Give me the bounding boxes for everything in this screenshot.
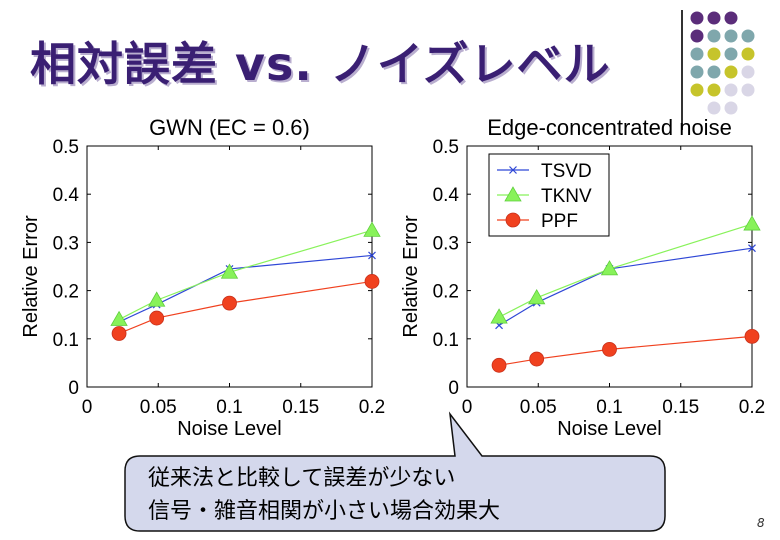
- y-tick-label: 0.1: [53, 330, 79, 351]
- data-point-ppf: [744, 328, 760, 344]
- y-tick-label: 0.2: [433, 282, 459, 303]
- decorative-dot: [690, 29, 704, 43]
- y-tick-label: 0.5: [53, 137, 79, 158]
- x-tick-label: 0.1: [216, 397, 242, 418]
- slide-title: 相対誤差 vs. ノイズレベル: [30, 37, 611, 91]
- callout-line-1: 従来法と比較して誤差が少ない: [148, 466, 456, 491]
- decorative-dot: [724, 83, 738, 97]
- decorative-dot: [741, 47, 755, 61]
- data-point-tknv: [743, 215, 761, 231]
- decorative-dot: [741, 29, 755, 43]
- data-point-ppf: [602, 342, 617, 357]
- data-point-tsvd: [748, 244, 756, 253]
- chart-title: Edge-concentrated noise: [487, 115, 732, 140]
- x-axis-label: Noise Level: [177, 418, 282, 440]
- y-tick-label: 0.3: [433, 233, 459, 254]
- y-axis-label: Relative Error: [400, 215, 422, 338]
- data-point-tknv: [110, 310, 128, 326]
- decorative-divider: [681, 10, 683, 130]
- decorative-dot: [707, 65, 721, 79]
- decorative-dot: [724, 65, 738, 79]
- decorative-dot: [707, 11, 721, 25]
- data-point-tknv: [147, 291, 166, 307]
- x-tick-label: 0.05: [520, 397, 557, 418]
- data-point-tsvd: [368, 251, 376, 260]
- decorative-dot: [690, 65, 704, 79]
- x-tick-label: 0.15: [662, 397, 699, 418]
- y-tick-label: 0.2: [53, 282, 79, 303]
- x-tick-label: 0.05: [140, 397, 177, 418]
- y-tick-label: 0.4: [53, 185, 80, 206]
- legend-marker-tsvd: [509, 166, 517, 174]
- legend-label-ppf: PPF: [541, 211, 578, 232]
- legend-label-tknv: TKNV: [541, 186, 592, 207]
- chart-title: GWN (EC = 0.6): [149, 115, 310, 140]
- data-point-ppf: [222, 295, 237, 311]
- x-tick-label: 0: [82, 397, 93, 418]
- data-point-ppf: [364, 274, 380, 289]
- x-tick-label: 0.15: [282, 397, 319, 418]
- data-point-ppf: [111, 326, 127, 341]
- chart-gwn: GWN (EC = 0.6) 0 0.1 0.2 0.3 0.4 0.5 0 0.05 0.1 0.…: [20, 115, 385, 440]
- x-tick-label: 0.2: [739, 397, 765, 418]
- decorative-dot: [707, 29, 721, 43]
- legend-marker-tknv: [504, 186, 522, 202]
- data-point-ppf: [529, 351, 545, 367]
- x-tick-label: 0: [462, 397, 473, 418]
- y-tick-label: 0.3: [53, 233, 79, 254]
- series-line-tsvd: [498, 247, 753, 326]
- legend-label-tsvd: TSVD: [541, 161, 592, 182]
- data-point-tknv: [363, 221, 381, 237]
- decorative-dot: [707, 83, 721, 97]
- data-point-tknv: [220, 263, 239, 279]
- data-point-ppf: [149, 310, 165, 326]
- decorative-dot: [707, 101, 721, 115]
- data-point-ppf: [491, 357, 507, 373]
- series-line-tknv: [118, 229, 373, 321]
- x-tick-label: 0.1: [596, 397, 622, 418]
- y-tick-label: 0: [448, 378, 459, 399]
- chart-edge-concentrated: Edge-concentrated noise 0 0.1 0.2 0.3 0.4 0.5 0…: [400, 115, 765, 440]
- decorative-dot: [724, 101, 738, 115]
- y-tick-label: 0.1: [433, 330, 459, 351]
- decorative-dot: [741, 83, 755, 97]
- decorative-dot: [690, 11, 704, 25]
- decorative-dot: [741, 65, 755, 79]
- y-tick-label: 0: [68, 378, 79, 399]
- x-tick-label: 0.2: [359, 397, 385, 418]
- decorative-dot: [707, 47, 721, 61]
- data-point-tknv: [600, 260, 619, 276]
- series-line-tknv: [498, 223, 753, 318]
- data-point-tknv: [527, 289, 546, 305]
- y-tick-label: 0.5: [433, 137, 459, 158]
- data-point-tknv: [490, 308, 508, 324]
- series-line-ppf: [498, 335, 753, 366]
- page-number: 8: [757, 516, 765, 530]
- decorative-dot: [690, 47, 704, 61]
- decorative-dot: [724, 11, 738, 25]
- callout-line-2: 信号・雑音相関が小さい場合効果大: [148, 499, 501, 524]
- decorative-dot: [690, 83, 704, 97]
- legend-marker-ppf: [505, 212, 521, 228]
- series-line-ppf: [118, 280, 373, 335]
- y-tick-label: 0.4: [433, 185, 460, 206]
- decorative-dot: [724, 47, 738, 61]
- decorative-dot: [724, 29, 738, 43]
- callout-text: 従来法と比較して誤差が少ない 信号・雑音相関が小さい場合効果大: [148, 462, 500, 528]
- y-axis-label: Relative Error: [20, 215, 42, 338]
- x-axis-label: Noise Level: [557, 418, 662, 440]
